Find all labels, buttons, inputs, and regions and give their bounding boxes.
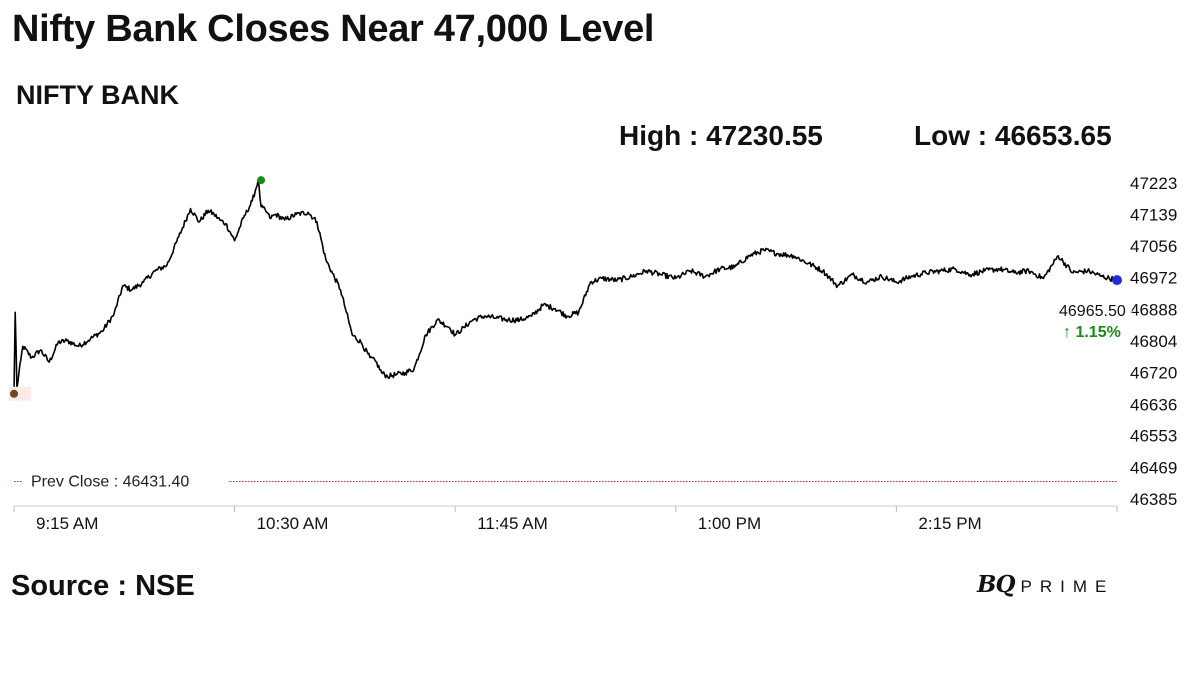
y-axis: 47223 47139 47056 46972 46888 46804 46720 46636… — [1130, 174, 1177, 509]
brand-logo: BQ PRIME — [977, 571, 1114, 598]
y-tick-label: 46972 — [1130, 269, 1177, 288]
change-label: ↑ 1.15% — [1063, 324, 1121, 341]
brand-bq-text: BQ — [977, 571, 1015, 598]
brand-prime-text: PRIME — [1020, 577, 1115, 596]
series-group — [13, 179, 1118, 394]
y-tick-label: 46636 — [1130, 395, 1177, 414]
x-tick-label: 1:00 PM — [698, 514, 761, 533]
last-value-bg — [1056, 296, 1132, 342]
y-tick-label: 46469 — [1130, 458, 1177, 477]
prev-close-label-bg — [22, 470, 228, 491]
x-axis: 9:15 AM 10:30 AM 11:45 AM 1:00 PM 2:15 PM — [13, 505, 1118, 533]
y-tick-label: 46385 — [1130, 490, 1177, 509]
y-tick-label: 46720 — [1130, 364, 1177, 383]
y-tick-label: 47139 — [1130, 206, 1177, 225]
price-line — [13, 179, 1118, 394]
day-high-label: High : 47230.55 — [619, 120, 823, 151]
x-tick-label: 10:30 AM — [257, 514, 329, 533]
y-tick-label: 47056 — [1130, 237, 1177, 256]
prev-close-label: Prev Close : 46431.40 — [31, 474, 189, 491]
x-tick-label: 9:15 AM — [36, 514, 98, 533]
close-marker — [1112, 275, 1122, 286]
source-label: Source : NSE — [11, 570, 195, 602]
y-tick-label: 46553 — [1130, 427, 1177, 446]
headline: Nifty Bank Closes Near 47,000 Level — [12, 8, 655, 50]
x-tick-label: 2:15 PM — [918, 514, 981, 533]
y-tick-label: 46804 — [1130, 332, 1177, 351]
prev-close-group: Prev Close : 46431.40 — [14, 470, 1117, 491]
annotations-group: 46965.50 ↑ 1.15% — [1056, 296, 1132, 342]
high-marker — [257, 176, 266, 185]
open-marker — [10, 389, 18, 398]
x-tick-label: 11:45 AM — [477, 514, 548, 533]
day-low-label: Low : 46653.65 — [914, 120, 1112, 151]
instrument-name: NIFTY BANK — [16, 80, 180, 110]
last-value-label: 46965.50 — [1059, 303, 1126, 320]
y-tick-label: 47223 — [1130, 174, 1177, 193]
y-tick-label: 46888 — [1130, 300, 1177, 319]
markers-group — [9, 176, 1122, 401]
